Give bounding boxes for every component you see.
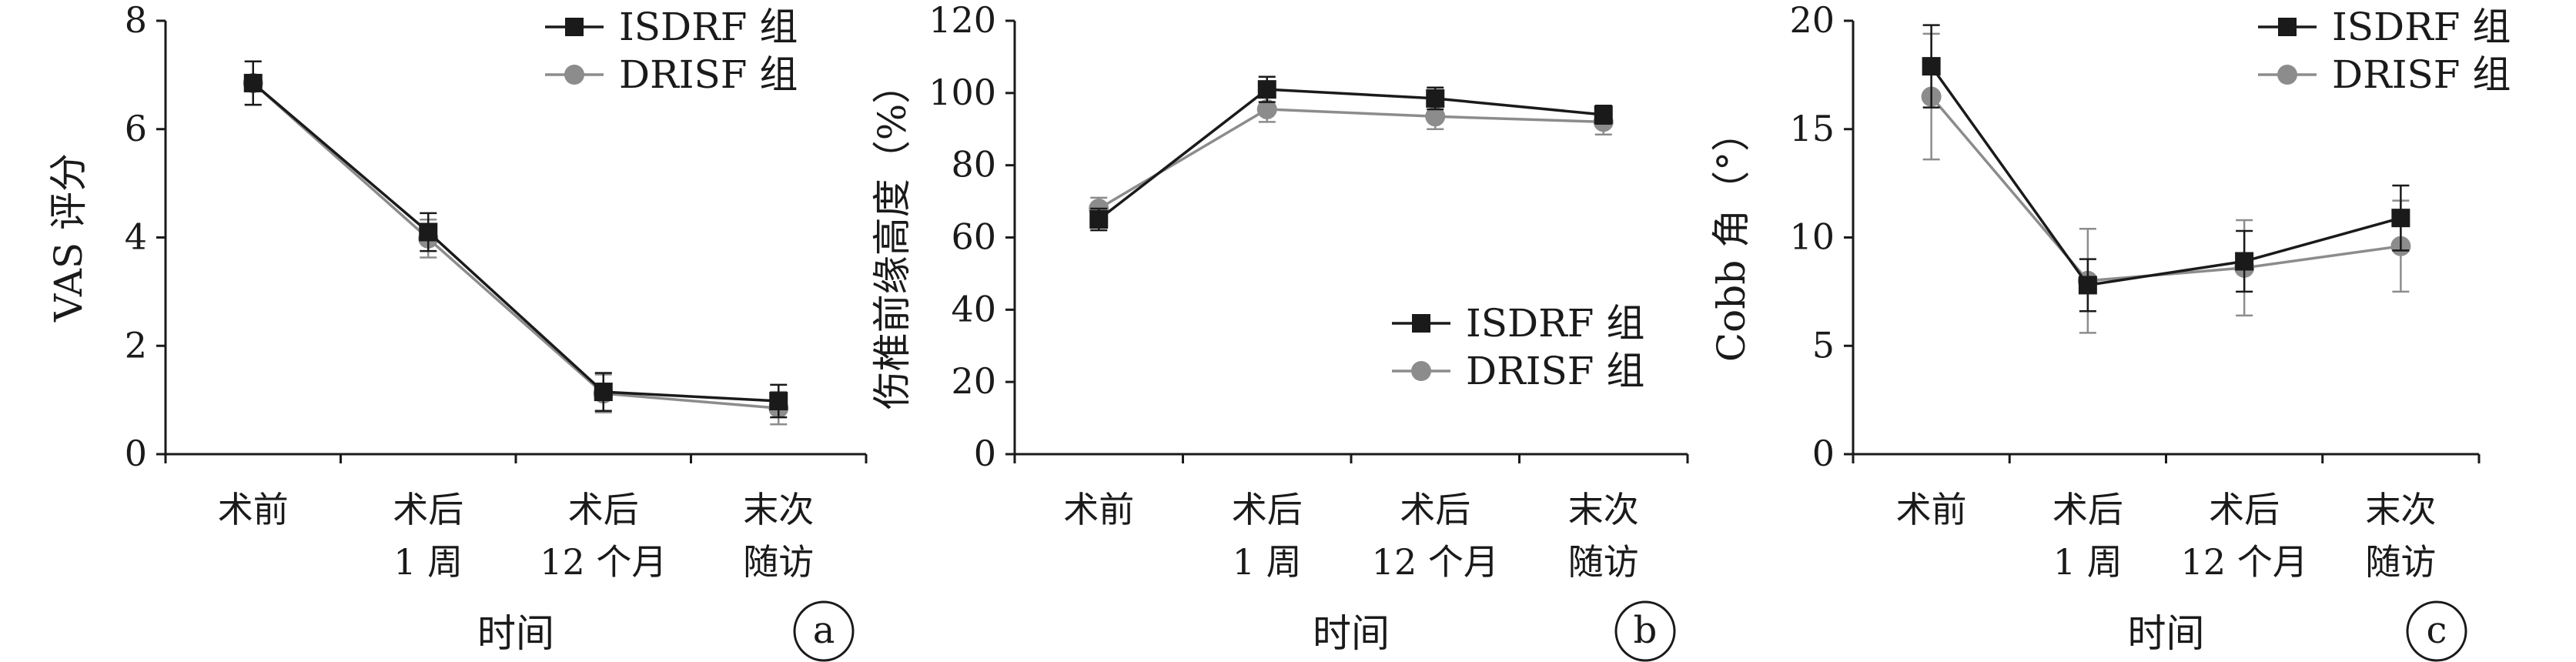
data-point-square bbox=[1089, 210, 1109, 229]
x-tick-label: 术后 bbox=[393, 489, 463, 530]
y-tick-label: 0 bbox=[125, 433, 147, 474]
y-axis-title: Cobb 角（°） bbox=[1709, 113, 1754, 362]
y-tick-label: 10 bbox=[1789, 216, 1835, 258]
series-line bbox=[1930, 95, 2401, 283]
y-tick-label: 0 bbox=[1812, 433, 1835, 474]
y-tick-label: 80 bbox=[951, 144, 996, 186]
series-line bbox=[252, 82, 779, 403]
legend-label: DRISF 组 bbox=[619, 52, 798, 97]
x-tick-label: 12 个月 bbox=[540, 541, 667, 583]
y-tick-label: 15 bbox=[1789, 108, 1835, 149]
legend-label: ISDRF 组 bbox=[619, 5, 798, 49]
y-tick-label: 2 bbox=[125, 324, 147, 366]
x-tick-label: 术后 bbox=[568, 489, 639, 530]
legend-marker-square bbox=[2278, 18, 2297, 36]
x-tick-label: 12 个月 bbox=[2181, 541, 2308, 583]
panel-label-circle bbox=[2406, 600, 2467, 662]
x-axis-title: 时间 bbox=[477, 611, 554, 656]
series-line bbox=[1098, 88, 1604, 221]
legend-label: ISDRF 组 bbox=[2332, 5, 2511, 49]
x-tick-label: 1 周 bbox=[393, 541, 463, 583]
x-tick-label: 1 周 bbox=[2053, 541, 2123, 583]
series-isdrf bbox=[243, 60, 788, 419]
y-tick-label: 100 bbox=[928, 72, 996, 113]
y-axis-title: VAS 评分 bbox=[46, 153, 91, 323]
y-tick-label: 5 bbox=[1812, 324, 1835, 366]
x-tick-label: 术后 bbox=[1400, 489, 1470, 530]
series-isdrf bbox=[1922, 24, 2410, 313]
x-tick-label: 随访 bbox=[2365, 541, 2436, 583]
data-point-square bbox=[2391, 209, 2410, 228]
x-tick-label: 术后 bbox=[2052, 489, 2123, 530]
data-point-square bbox=[2235, 252, 2254, 271]
y-tick-label: 40 bbox=[951, 288, 996, 329]
data-point-square bbox=[1922, 57, 1941, 76]
data-point-square bbox=[769, 392, 788, 411]
x-tick-label: 随访 bbox=[743, 541, 814, 583]
x-axis-title: 时间 bbox=[1313, 611, 1390, 656]
x-tick-label: 末次 bbox=[1568, 489, 1639, 530]
y-tick-label: 4 bbox=[125, 216, 147, 258]
x-tick-label: 术前 bbox=[218, 489, 289, 530]
data-point-square bbox=[243, 73, 263, 92]
y-tick-label: 20 bbox=[1789, 0, 1835, 41]
x-axis-title: 时间 bbox=[2128, 611, 2205, 656]
legend-label: ISDRF 组 bbox=[1466, 301, 1644, 346]
y-tick-label: 120 bbox=[928, 0, 996, 41]
data-point-circle bbox=[1256, 99, 1277, 119]
legend-marker-circle bbox=[2277, 65, 2297, 85]
data-point-square bbox=[1594, 105, 1613, 124]
series-isdrf bbox=[1089, 75, 1613, 232]
x-tick-label: 随访 bbox=[1568, 541, 1639, 583]
series-line bbox=[1098, 108, 1604, 210]
y-tick-label: 20 bbox=[951, 360, 996, 402]
x-tick-label: 术后 bbox=[2209, 489, 2280, 530]
series-line bbox=[252, 82, 779, 410]
x-tick-label: 术前 bbox=[1063, 489, 1134, 530]
legend-label: DRISF 组 bbox=[2332, 52, 2511, 97]
panel-label: c bbox=[2427, 609, 2447, 652]
x-tick-label: 12 个月 bbox=[1372, 541, 1499, 583]
legend-marker-square bbox=[565, 18, 584, 36]
y-tick-label: 6 bbox=[125, 108, 147, 149]
y-tick-label: 0 bbox=[974, 433, 996, 474]
legend-label: DRISF 组 bbox=[1466, 349, 1644, 393]
data-point-square bbox=[2078, 276, 2097, 295]
series-drisf bbox=[243, 60, 789, 426]
panel-label: a bbox=[813, 609, 835, 652]
y-tick-label: 60 bbox=[951, 216, 996, 258]
data-point-square bbox=[1257, 80, 1276, 99]
x-tick-label: 1 周 bbox=[1233, 541, 1302, 583]
panel-label-circle bbox=[793, 600, 855, 662]
legend-marker-square bbox=[1412, 314, 1430, 333]
y-axis-title: 伤椎前缘高度（%） bbox=[870, 65, 915, 410]
data-point-circle bbox=[1425, 106, 1446, 127]
x-tick-label: 术后 bbox=[1232, 489, 1303, 530]
legend-marker-circle bbox=[564, 65, 584, 85]
series-drisf bbox=[1089, 95, 1614, 221]
series-line bbox=[1930, 65, 2401, 287]
x-tick-label: 末次 bbox=[743, 489, 814, 530]
panel-label-circle bbox=[1614, 600, 1676, 662]
legend-marker-circle bbox=[1411, 361, 1431, 381]
x-tick-label: 术前 bbox=[1896, 489, 1967, 530]
data-point-square bbox=[1426, 89, 1445, 108]
x-tick-label: 末次 bbox=[2365, 489, 2436, 530]
y-tick-label: 8 bbox=[125, 0, 147, 41]
data-point-square bbox=[419, 222, 438, 242]
data-point-square bbox=[594, 383, 613, 402]
panel-label: b bbox=[1634, 609, 1658, 652]
